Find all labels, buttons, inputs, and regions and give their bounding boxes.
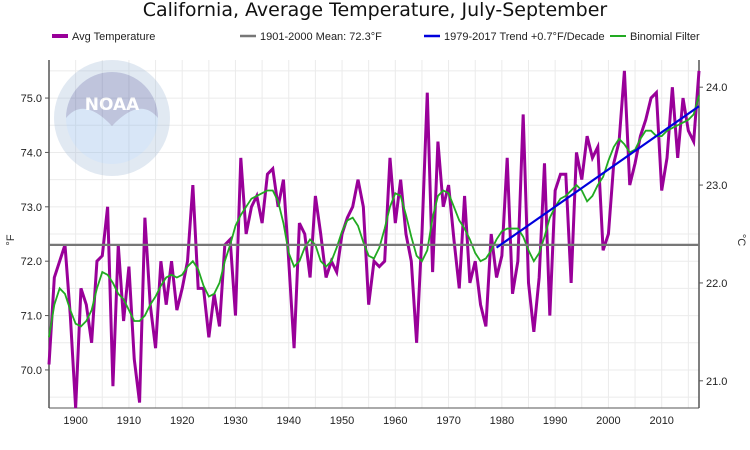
x-tick-label: 1940 [277, 415, 301, 427]
noaa-logo: NOAA [54, 60, 170, 176]
noaa-logo-wordmark: NOAA [85, 95, 140, 115]
chart-title: California, Average Temperature, July-Se… [143, 0, 608, 21]
noaa-logo-ring [54, 60, 170, 176]
legend-label-mean: 1901-2000 Mean: 72.3°F [260, 31, 382, 43]
y2-axis-ticks: 21.0 22.0 23.0 24.0 [699, 82, 727, 388]
x-tick-label: 1950 [330, 415, 354, 427]
y-tick-label: 70.0 [21, 365, 42, 377]
y2-tick-label: 21.0 [706, 376, 727, 388]
y-tick-label: 72.0 [21, 256, 42, 268]
x-tick-label: 1960 [383, 415, 407, 427]
noaa-logo-center [66, 72, 158, 164]
y-tick-label: 75.0 [21, 93, 42, 105]
legend-item-avg-temperature: Avg Temperature [52, 31, 155, 43]
y-axis-ticks: 70.0 71.0 72.0 73.0 74.0 75.0 [21, 93, 49, 377]
legend-item-trend: 1979-2017 Trend +0.7°F/Decade [424, 31, 605, 43]
series-layer [47, 70, 701, 409]
y-tick-label: 74.0 [21, 147, 42, 159]
x-tick-label: 2000 [596, 415, 620, 427]
y-tick-label: 71.0 [21, 311, 42, 323]
y2-axis-label: °C [735, 234, 747, 246]
x-tick-label: 1900 [63, 415, 87, 427]
y-tick-label: 73.0 [21, 202, 42, 214]
x-tick-label: 1980 [490, 415, 514, 427]
x-axis-ticks: 1900 1910 1920 1930 1940 1950 1960 1970 1980 1990… [63, 415, 674, 427]
noaa-logo-sky [66, 72, 158, 126]
y2-tick-label: 24.0 [706, 82, 727, 94]
y2-tick-label: 22.0 [706, 278, 727, 290]
x-tick-label: 1910 [117, 415, 141, 427]
x-tick-label: 2010 [649, 415, 673, 427]
series-line-1979-2017-trend-0-7-f-decade [495, 105, 700, 249]
y-axis-label: °F [5, 234, 17, 245]
legend: Avg Temperature 1901-2000 Mean: 72.3°F 1… [52, 31, 700, 43]
legend-item-mean: 1901-2000 Mean: 72.3°F [240, 31, 382, 43]
x-tick-label: 1970 [436, 415, 460, 427]
legend-label-binomial-filter: Binomial Filter [630, 31, 700, 43]
x-tick-label: 1920 [170, 415, 194, 427]
legend-label-trend: 1979-2017 Trend +0.7°F/Decade [444, 31, 605, 43]
legend-item-binomial-filter: Binomial Filter [610, 31, 700, 43]
series-line-binomial-filter [48, 95, 700, 338]
legend-label-avg-temperature: Avg Temperature [72, 31, 155, 43]
series-line-avg-temperature [47, 70, 701, 409]
x-tick-label: 1930 [223, 415, 247, 427]
x-tick-label: 1990 [543, 415, 567, 427]
y2-tick-label: 23.0 [706, 180, 727, 192]
